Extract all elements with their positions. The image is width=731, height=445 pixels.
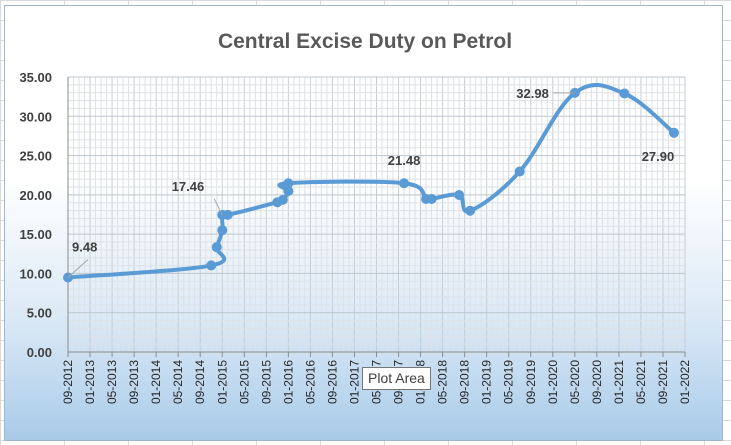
- x-tick-label: 09-2020: [590, 360, 604, 404]
- x-tick-label: 09-2013: [127, 360, 141, 404]
- data-point[interactable]: [211, 242, 222, 253]
- data-label: 17.46: [172, 179, 205, 194]
- data-point[interactable]: [465, 205, 476, 216]
- y-tick-label: 25.00: [19, 149, 52, 164]
- x-tick-label: 09-2015: [259, 360, 273, 404]
- data-point[interactable]: [277, 194, 288, 205]
- x-tick-label: 05-2021: [634, 360, 648, 404]
- x-tick-label: 05-2020: [568, 360, 582, 404]
- x-tick-label: 05-2015: [237, 360, 251, 404]
- x-tick-label: 01-2015: [215, 360, 229, 404]
- y-tick-label: 10.00: [19, 266, 52, 281]
- x-tick-label: 09-2012: [61, 360, 75, 404]
- data-point[interactable]: [222, 209, 233, 220]
- x-tick-label: 05-2018: [436, 360, 450, 404]
- data-point[interactable]: [668, 127, 679, 138]
- x-axis-tick-labels: 09-2012 01-2013 05-2013 09-2013 01-2014 05-20…: [61, 360, 692, 404]
- x-tick-label: 05-2013: [105, 360, 119, 404]
- data-point[interactable]: [514, 166, 525, 177]
- x-tick-label: 09-2021: [656, 360, 670, 404]
- data-point[interactable]: [454, 190, 465, 201]
- x-tick-label: 09-2016: [325, 360, 339, 404]
- x-tick-label: 01-2014: [149, 360, 163, 404]
- plot-area-tooltip: Plot Area: [362, 367, 431, 390]
- chart-title: Central Excise Duty on Petrol: [218, 30, 512, 53]
- data-point[interactable]: [619, 88, 630, 99]
- y-tick-label: 20.00: [19, 188, 52, 203]
- x-tick-label: 09-2014: [193, 360, 207, 404]
- data-point[interactable]: [206, 260, 217, 271]
- y-tick-label: 30.00: [19, 109, 52, 124]
- x-tick-label: 01-2022: [678, 360, 692, 404]
- y-tick-label: 0.00: [27, 345, 52, 360]
- x-tick-label: 05-2019: [502, 360, 516, 404]
- data-label-leader-line: [213, 198, 223, 216]
- x-tick-label: 01-2021: [612, 360, 626, 404]
- x-tick-label: 01-2019: [480, 360, 494, 404]
- data-point[interactable]: [283, 178, 294, 189]
- data-label: 9.48: [72, 240, 97, 255]
- data-point[interactable]: [283, 186, 294, 197]
- data-point[interactable]: [217, 225, 228, 236]
- x-tick-label: 01-2020: [546, 360, 560, 404]
- data-label: 32.98: [516, 86, 549, 101]
- data-point[interactable]: [426, 193, 437, 204]
- data-label: 27.90: [642, 149, 675, 164]
- x-tick-label: 05-2014: [171, 360, 185, 404]
- axes: [67, 77, 686, 357]
- y-tick-label: 35.00: [19, 70, 52, 85]
- x-tick-label: 09-2018: [458, 360, 472, 404]
- x-tick-label: 09-2019: [524, 360, 538, 404]
- x-tick-label: 01-2013: [83, 360, 97, 404]
- data-labels: 9.48 17.46 21.48 32.98 27.90: [67, 86, 675, 278]
- x-tick-label: 01-2017: [347, 360, 361, 404]
- data-point[interactable]: [399, 178, 410, 189]
- x-tick-label: 01-2016: [281, 360, 295, 404]
- y-axis-tick-labels: 0.00 5.00 10.00 15.00 20.00 25.00 30.00 35.00: [19, 70, 52, 360]
- data-label-leader-line: [67, 259, 89, 278]
- gridlines: [67, 76, 686, 353]
- y-tick-label: 15.00: [19, 227, 52, 242]
- x-tick-label: 05-2016: [303, 360, 317, 404]
- series-group[interactable]: [63, 83, 679, 283]
- data-label: 21.48: [388, 153, 421, 168]
- y-tick-label: 5.00: [27, 306, 52, 321]
